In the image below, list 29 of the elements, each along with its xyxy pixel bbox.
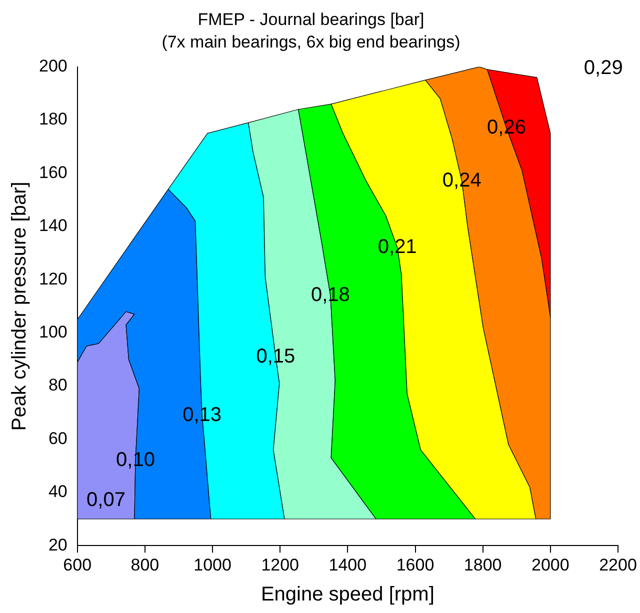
x-tick-label: 1400 <box>328 555 367 574</box>
chart-subtitle: (7x main bearings, 6x big end bearings) <box>162 32 460 52</box>
annotation: 0,10 <box>116 448 155 471</box>
x-axis-title: Engine speed [rpm] <box>260 584 434 606</box>
y-tick-label: 140 <box>38 216 68 236</box>
y-axis-title: Peak cylinder pressure [bar] <box>8 182 31 431</box>
y-tick-label: 120 <box>38 269 68 288</box>
annotation: 0,15 <box>256 345 296 368</box>
annotation: 0,21 <box>378 236 417 258</box>
y-tick-label: 40 <box>48 482 68 502</box>
y-tick-label: 160 <box>38 162 68 182</box>
x-tick-label: 1000 <box>194 555 232 574</box>
y-tick-label: 20 <box>48 535 68 554</box>
y-tick-label: 80 <box>48 376 68 395</box>
x-tick-label: 800 <box>130 555 160 574</box>
chart-title: FMEP - Journal bearings [bar] <box>198 10 424 29</box>
x-tick-label: 2000 <box>532 555 570 574</box>
y-tick-label: 180 <box>38 110 68 129</box>
x-tick-label: 2200 <box>599 555 637 574</box>
y-tick-label: 200 <box>38 56 68 76</box>
y-tick-label: 100 <box>38 322 68 342</box>
y-tick-label: 60 <box>48 428 68 448</box>
x-tick-label: 1200 <box>261 555 300 574</box>
annotation: 0,29 <box>584 57 623 80</box>
x-tick-label: 600 <box>63 555 92 574</box>
x-tick-label: 1600 <box>396 555 434 574</box>
annotation: 0,07 <box>86 489 126 512</box>
annotation: 0,18 <box>310 284 350 306</box>
x-tick-label: 1800 <box>464 555 502 574</box>
